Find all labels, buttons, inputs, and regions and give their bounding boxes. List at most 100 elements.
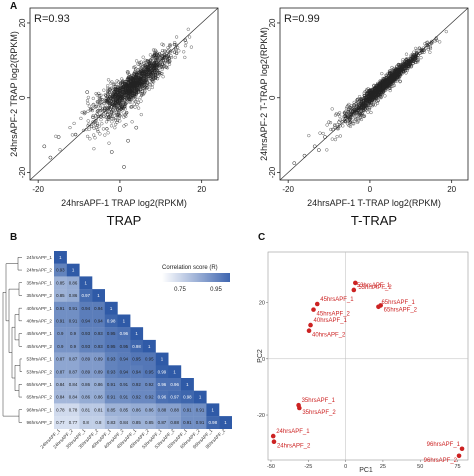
cell-value: 0.98	[208, 420, 217, 425]
data-point	[113, 95, 117, 99]
heatmap-cell	[104, 378, 118, 391]
data-point	[92, 133, 96, 137]
data-point	[371, 104, 375, 108]
data-point	[101, 127, 105, 131]
data-point	[118, 102, 122, 106]
row-label: 35hrsAPF_1	[26, 280, 52, 285]
data-point	[150, 79, 154, 83]
data-point	[414, 58, 418, 63]
pca-plot: -50 -25 0 25 50 75 -20 0 20 24hrsAPF_1 24hrsAPF_2…	[257, 251, 469, 474]
data-point	[115, 86, 119, 90]
data-point	[86, 101, 90, 106]
data-point	[89, 124, 93, 129]
heatmap-cell	[142, 403, 156, 417]
plot-frame	[279, 7, 469, 181]
data-point	[343, 120, 347, 124]
data-point	[113, 94, 117, 98]
data-point	[111, 108, 115, 112]
data-point	[375, 82, 380, 87]
data-point	[131, 78, 135, 82]
data-point	[125, 96, 129, 100]
data-point	[169, 54, 173, 58]
plot-frame	[29, 7, 219, 181]
cell-value: 0.93	[81, 331, 90, 336]
cell-value: 0.8	[83, 420, 90, 425]
data-point	[161, 54, 165, 58]
data-point	[160, 49, 165, 53]
data-point	[409, 57, 413, 61]
data-point	[99, 118, 103, 122]
data-point	[372, 83, 376, 87]
heatmap-cell	[66, 352, 80, 366]
data-point	[153, 48, 157, 52]
data-point	[398, 80, 402, 84]
heatmap-cell	[104, 352, 118, 366]
data-point	[147, 82, 152, 86]
data-point	[130, 120, 134, 124]
data-point	[372, 96, 377, 100]
heatmap-cell	[168, 378, 182, 391]
cell-value: 0.8	[95, 420, 102, 425]
heatmap-cell	[66, 365, 80, 379]
cell-value: 0.93	[107, 357, 116, 362]
x-axis-label: 24hrsAPF-1 T-TRAP log2(RPKM)	[307, 198, 441, 208]
data-point	[117, 109, 121, 113]
y-tick-label: -20	[268, 166, 277, 178]
data-point	[360, 104, 364, 108]
data-point	[383, 82, 388, 86]
data-point	[133, 81, 137, 85]
row-label: 24hrsAPF_1	[26, 255, 52, 260]
data-point	[128, 76, 133, 80]
data-point	[118, 89, 122, 93]
data-point	[135, 87, 139, 91]
data-point	[112, 83, 116, 87]
data-point	[133, 99, 137, 104]
data-point	[160, 67, 164, 71]
cell-value: 1	[199, 395, 202, 400]
data-point	[357, 106, 361, 110]
x-tick-label: -25	[304, 464, 312, 470]
data-point	[129, 93, 133, 97]
cell-value: 0.95	[107, 331, 116, 336]
cell-value: 0.91	[196, 407, 205, 412]
data-point	[325, 123, 329, 127]
data-point	[81, 128, 86, 132]
cell-value: 0.95	[120, 344, 129, 349]
x-tick-label: 25	[380, 464, 386, 470]
data-point	[113, 88, 117, 92]
data-point	[119, 98, 124, 102]
data-point	[343, 110, 347, 114]
pca-point	[351, 287, 357, 293]
heatmap-cell	[54, 289, 67, 302]
data-point	[106, 90, 110, 94]
data-point	[366, 98, 370, 102]
heatmap-cell	[117, 378, 131, 391]
data-point	[139, 70, 143, 74]
panel-letter-b: B	[10, 232, 17, 243]
data-point	[133, 65, 137, 69]
data-point	[135, 59, 139, 63]
heatmap-cell	[104, 301, 118, 315]
heatmap-cell	[79, 378, 93, 391]
data-point	[149, 58, 153, 62]
data-point	[411, 53, 415, 57]
data-point	[109, 100, 113, 104]
data-point	[91, 103, 95, 107]
data-point	[141, 86, 145, 90]
data-point	[415, 59, 419, 63]
data-point	[86, 109, 90, 113]
data-point	[349, 120, 353, 124]
data-point	[358, 116, 362, 120]
data-point	[108, 95, 112, 99]
heatmap-cell	[117, 327, 131, 341]
pca-point	[353, 280, 358, 286]
data-point	[92, 120, 96, 124]
data-point	[419, 56, 423, 60]
cell-value: 0.98	[107, 318, 116, 323]
data-point	[353, 107, 357, 111]
cell-value: 0.94	[132, 369, 141, 374]
cell-value: 0.93	[94, 344, 103, 349]
data-point	[338, 134, 342, 138]
data-point	[151, 82, 155, 86]
cell-value: 0.78	[69, 407, 78, 412]
